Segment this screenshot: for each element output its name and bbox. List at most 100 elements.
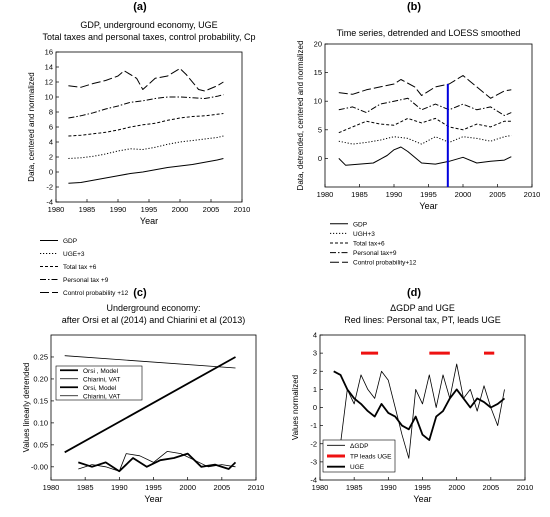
x-axis-label: Year <box>419 201 437 211</box>
x-tick-label: 1980 <box>312 483 329 492</box>
y-tick-label: -4 <box>46 198 53 207</box>
legend-label: Total tax +6 <box>63 264 97 271</box>
y-tick-label: 1 <box>313 385 317 394</box>
x-tick-label: 1985 <box>79 205 96 214</box>
x-tick-label: 1985 <box>346 483 363 492</box>
chart-title: GDP, underground economy, UGE <box>80 20 217 30</box>
series-line-1 <box>68 158 224 184</box>
legend-label: Chiarini, VAT <box>83 393 120 400</box>
series-line-2 <box>64 355 236 369</box>
x-tick-label: 2010 <box>248 483 265 492</box>
plot-frame <box>324 43 533 188</box>
y-tick-label: 8 <box>49 108 53 117</box>
series-group <box>64 355 237 473</box>
legend-label: GDP <box>63 238 77 245</box>
legend-label: Personal tax +9 <box>63 277 109 284</box>
y-tick-label: 5 <box>318 125 322 134</box>
x-tick-label: 1985 <box>351 190 368 199</box>
series-line-2 <box>68 135 224 159</box>
x-tick-label: 1995 <box>145 483 162 492</box>
chart-title: Red lines: Personal tax, PT, leads UGE <box>344 315 501 325</box>
x-tick-label: 1990 <box>110 205 127 214</box>
legend: ΔGDP TP leads UGE UGE <box>322 439 396 473</box>
x-tick-label: 1990 <box>386 190 403 199</box>
y-tick-label: 4 <box>313 331 317 340</box>
y-tick-label: -3 <box>310 457 317 466</box>
panel-letter: (b) <box>407 1 421 13</box>
y-tick-label: 12 <box>45 78 53 87</box>
y-tick-label: 4 <box>49 138 53 147</box>
legend-label: Total tax+6 <box>353 241 385 248</box>
x-tick-label: 2000 <box>172 205 189 214</box>
chart-title: after Orsi et al (2014) and Chiarini et … <box>62 315 246 325</box>
x-tick-label: 2010 <box>234 205 251 214</box>
legend-label: ΔGDP <box>350 443 368 450</box>
series-line-4 <box>78 450 236 472</box>
panel-letter: (c) <box>133 287 147 299</box>
series-line-5 <box>68 68 224 92</box>
y-tick-label: -0.00 <box>31 462 48 471</box>
legend-label: Control probability+12 <box>353 260 417 267</box>
x-tick-label: 2000 <box>455 190 472 199</box>
series-line-5 <box>338 75 512 99</box>
x-tick-label: 1980 <box>48 205 65 214</box>
y-axis-label: Data, detrended, centered and normalized <box>296 41 305 191</box>
y-tick-label: 2 <box>49 153 53 162</box>
x-axis-label: Year <box>140 216 158 226</box>
y-tick-label: -4 <box>310 476 317 485</box>
chart-panel-4: (d) ΔGDP and UGE Red lines: Personal tax, … <box>291 287 533 504</box>
series-line-1 <box>338 146 512 166</box>
legend-label: Orsi , Model <box>83 368 119 375</box>
y-tick-label: 0.10 <box>33 418 48 427</box>
legend-label: TP leads UGE <box>350 454 392 461</box>
x-tick-label: 1980 <box>43 483 60 492</box>
y-tick-label: 15 <box>314 68 322 77</box>
legend-label: Control probability +12 <box>63 290 129 297</box>
chart-panel-1: (a) GDP, underground economy, UGE Total ta… <box>27 1 255 297</box>
legend-label: Orsi, Model <box>83 385 117 392</box>
legend-label: Personal tax+9 <box>353 250 397 257</box>
y-tick-label: 14 <box>45 63 53 72</box>
y-tick-label: 20 <box>314 40 322 49</box>
panel-letter: (a) <box>133 1 147 13</box>
series-line-3 <box>68 113 224 137</box>
x-axis-label: Year <box>144 494 162 504</box>
chart-panel-3: (c) Underground economy: after Orsi et al … <box>22 287 264 504</box>
chart-title: ΔGDP and UGE <box>390 303 455 313</box>
y-tick-label: 0.20 <box>33 374 48 383</box>
chart-panel-2: (b) Time series, detrended and LOESS smoo… <box>296 1 540 267</box>
series-group <box>338 75 512 166</box>
y-tick-label: 10 <box>45 93 53 102</box>
chart-title: Underground economy: <box>106 303 200 313</box>
y-tick-label: 0.05 <box>33 440 48 449</box>
series-line-1 <box>64 356 236 454</box>
y-tick-label: 3 <box>313 349 317 358</box>
legend: GDP UGH+3 Total tax+6 Personal tax+9 Control… <box>330 221 417 267</box>
y-tick-label: 0 <box>313 403 317 412</box>
x-tick-label: 2000 <box>179 483 196 492</box>
legend-label: GDP <box>353 221 367 228</box>
x-tick-label: 1980 <box>317 190 334 199</box>
x-tick-label: 2010 <box>524 190 541 199</box>
x-tick-label: 2010 <box>517 483 534 492</box>
y-tick-label: 10 <box>314 97 322 106</box>
series-line-2 <box>338 135 512 145</box>
series-group <box>68 68 224 184</box>
x-tick-label: 2000 <box>448 483 465 492</box>
chart-title: Total taxes and personal taxes, control … <box>43 32 256 42</box>
series-line-3 <box>338 117 512 134</box>
x-tick-label: 1995 <box>141 205 158 214</box>
y-axis-label: Data, centered and normalized <box>27 72 36 181</box>
x-axis-label: Year <box>413 494 431 504</box>
legend-label: UGH+3 <box>353 231 375 238</box>
x-tick-label: 1985 <box>77 483 94 492</box>
chart-title: Time series, detrended and LOESS smoothe… <box>337 28 521 38</box>
x-tick-label: 2005 <box>213 483 230 492</box>
x-tick-label: 2005 <box>482 483 499 492</box>
panel-letter: (d) <box>407 287 421 299</box>
series-line-1 <box>340 363 505 459</box>
x-tick-label: 1990 <box>380 483 397 492</box>
x-tick-label: 1995 <box>414 483 431 492</box>
